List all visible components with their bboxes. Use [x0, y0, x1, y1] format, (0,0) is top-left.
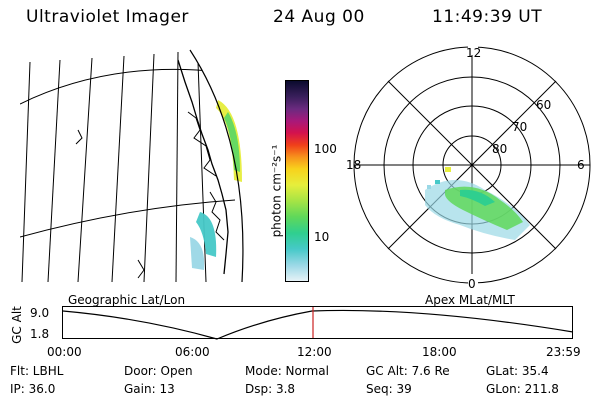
geographic-map	[20, 49, 244, 282]
mlt-label-6: 6	[577, 158, 585, 172]
status-flt: Flt: LBHL	[10, 364, 64, 378]
date-label: 24 Aug 00	[273, 7, 365, 27]
mlt-label-18: 18	[346, 158, 362, 172]
status-glat: GLat: 35.4	[486, 364, 549, 378]
mlat-label-60: 60	[536, 98, 552, 112]
alt-xtick-2359: 23:59	[546, 345, 581, 359]
colorbar	[285, 80, 309, 282]
alt-xtick-1800: 18:00	[422, 345, 457, 359]
alt-ytick-9: 9.0	[30, 306, 50, 320]
alt-xtick-1200: 12:00	[297, 345, 332, 359]
mlat-label-70: 70	[512, 120, 528, 134]
status-door: Door: Open	[124, 364, 193, 378]
status-gcalt: GC Alt: 7.6 Re	[366, 364, 450, 378]
status-ip: IP: 36.0	[10, 382, 56, 396]
alt-ylabel: GC Alt	[9, 306, 24, 344]
app-title: Ultraviolet Imager	[26, 7, 189, 27]
status-gain: Gain: 13	[124, 382, 175, 396]
mlt-label-12: 12	[466, 46, 482, 60]
status-dsp: Dsp: 3.8	[245, 382, 296, 396]
status-mode: Mode: Normal	[245, 364, 329, 378]
colorbar-tick-100: 100	[314, 142, 337, 156]
colorbar-label: photon cm⁻²s⁻¹	[269, 144, 284, 238]
alt-xtick-0600: 06:00	[175, 345, 210, 359]
mlat-label-80: 80	[492, 142, 508, 156]
alt-ytick-1-8: 1.8	[30, 327, 50, 341]
alt-xtick-0000: 00:00	[47, 345, 82, 359]
status-seq: Seq: 39	[366, 382, 412, 396]
altitude-plot	[62, 306, 574, 340]
colorbar-tick-10: 10	[314, 230, 330, 244]
mlt-label-0: 0	[468, 277, 476, 291]
polar-plot	[353, 43, 591, 288]
left-map-label: Geographic Lat/Lon	[68, 293, 186, 307]
status-glon: GLon: 211.8	[486, 382, 559, 396]
time-label: 11:49:39 UT	[432, 7, 543, 27]
polar-label: Apex MLat/MLT	[425, 293, 515, 307]
